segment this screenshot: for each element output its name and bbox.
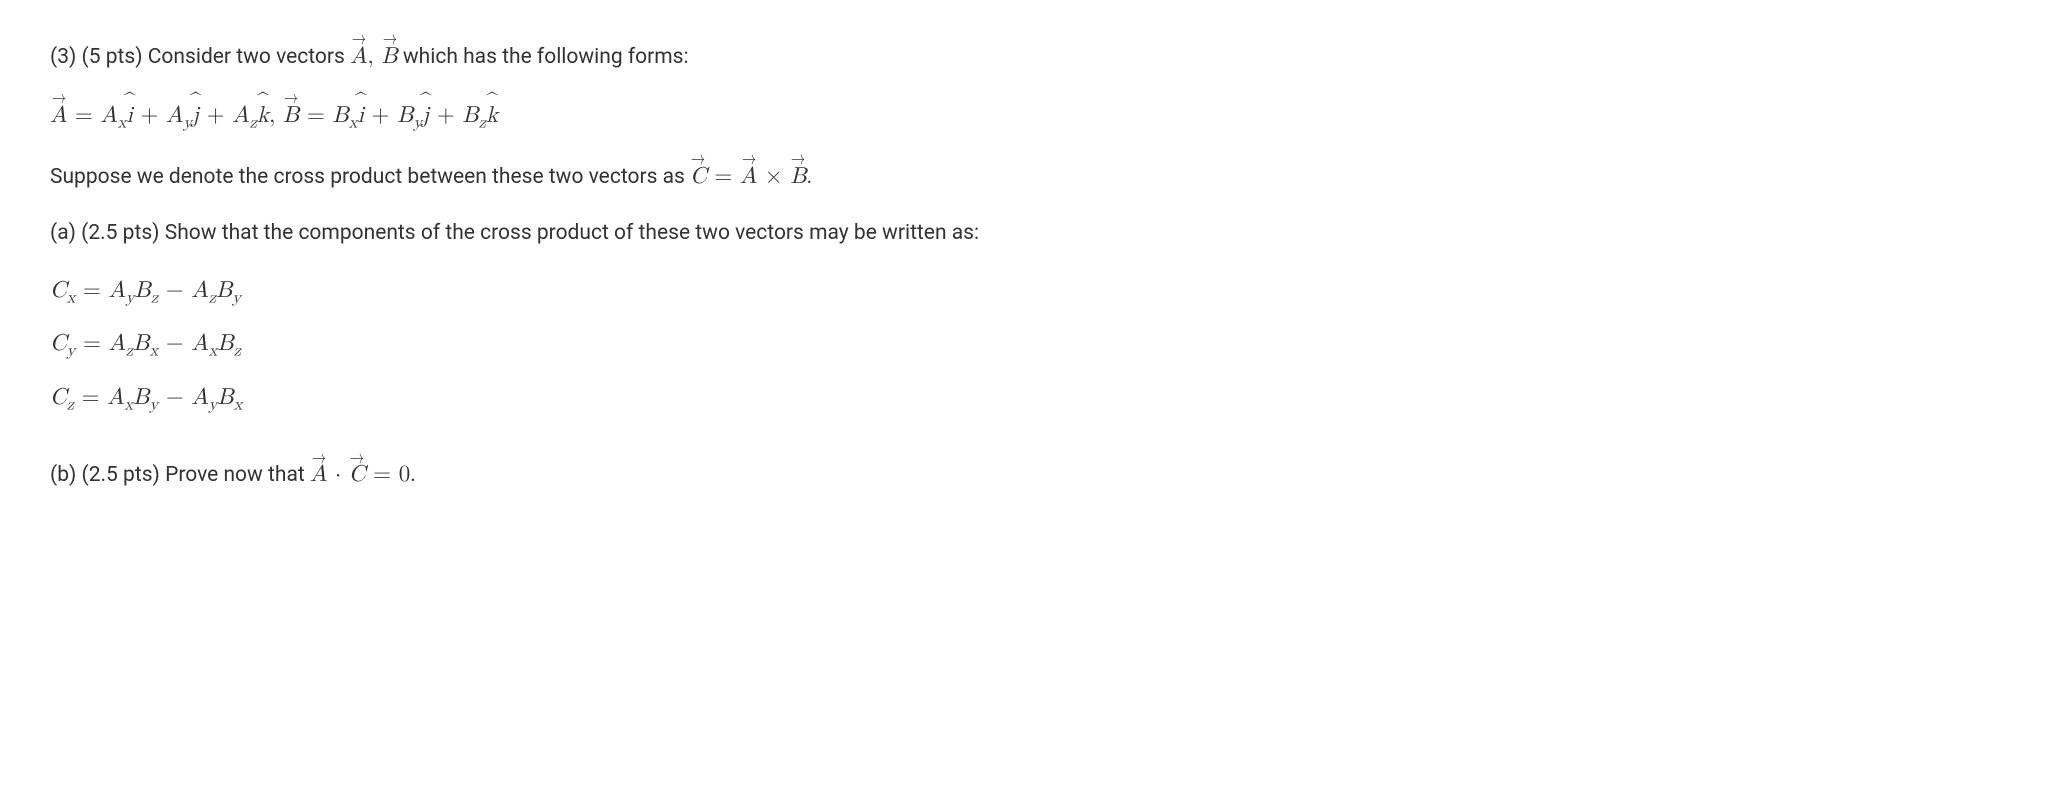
part-b-label: (b) xyxy=(50,463,76,487)
part-a-points: (2.5 pts) xyxy=(81,221,159,245)
part-b-period: . xyxy=(410,463,416,487)
vector-definitions: A = Axi + Ayj + Azk, B = Bxi + Byj + Bzk xyxy=(50,99,1998,136)
cy-equation: Cy = AzBx − AxBz xyxy=(50,327,1998,364)
part-b-points: (2.5 pts) xyxy=(82,463,160,487)
problem-points: (5 pts) xyxy=(82,45,143,69)
part-b-text-prefix: Prove now that xyxy=(165,463,305,487)
cz-equation: Cz = AxBy − AyBx xyxy=(50,381,1998,418)
cross-def-period: . xyxy=(807,165,813,189)
part-a-prompt: (a) (2.5 pts) Show that the components o… xyxy=(50,218,1998,250)
intro-prefix: Consider two vectors xyxy=(148,45,345,69)
intro-suffix: which has the following forms: xyxy=(403,45,689,69)
cross-def-prefix: Suppose we denote the cross product betw… xyxy=(50,165,685,189)
problem-number: (3) xyxy=(50,45,76,69)
cx-equation: Cx = AyBz − AzBy xyxy=(50,274,1998,311)
part-a-label: (a) xyxy=(50,221,76,245)
cross-product-definition: Suppose we denote the cross product betw… xyxy=(50,160,1998,195)
component-equations: Cx = AyBz − AzBy Cy = AzBx − AxBz Cz = A… xyxy=(50,274,1998,418)
problem-intro: (3) (5 pts) Consider two vectors A, B wh… xyxy=(50,40,1998,75)
cross-def-math: C = A × B xyxy=(690,165,807,188)
part-a-text: Show that the components of the cross pr… xyxy=(165,221,979,245)
part-b-prompt: (b) (2.5 pts) Prove now that A · C = 0. xyxy=(50,458,1998,493)
part-b-math: A · C = 0 xyxy=(310,463,410,486)
vec-A-inline: A, B xyxy=(350,45,398,68)
A-definition: A = Axi + Ayj + Azk, B = Bxi + Byj + Bzk xyxy=(50,104,498,127)
